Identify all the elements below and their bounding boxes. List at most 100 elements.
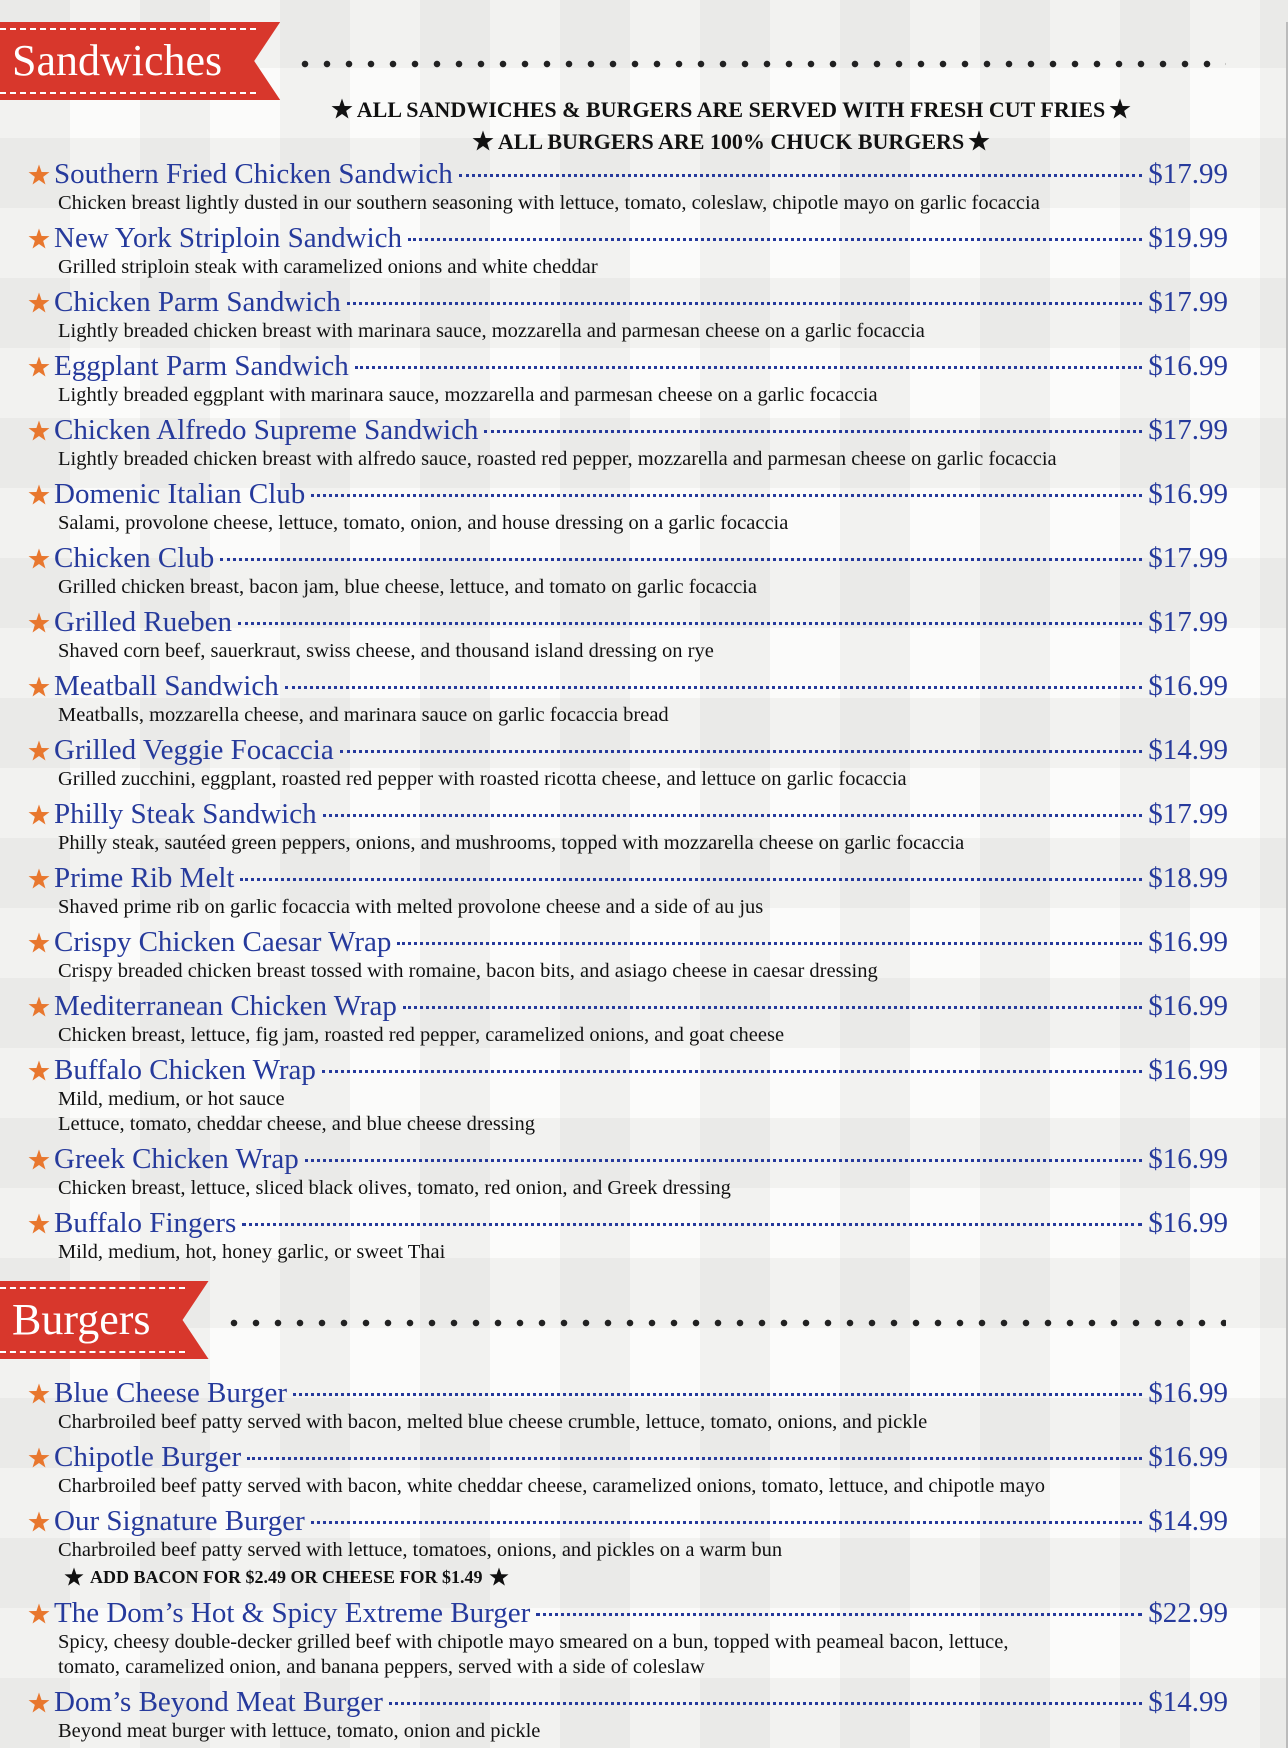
item-row: Crispy Chicken Caesar Wrap $16.99	[28, 926, 1228, 959]
item-list: Blue Cheese Burger $16.99 Charbroiled beef…	[0, 1377, 1286, 1744]
item-note-text: ADD BACON FOR $2.49 OR CHEESE FOR $1.49	[90, 1567, 483, 1587]
section-note: ALL SANDWICHES & BURGERS ARE SERVED WITH…	[180, 94, 1286, 126]
dot-leader	[237, 622, 1143, 625]
menu-item: Grilled Rueben $17.99 Shaved corn beef, sa…	[28, 606, 1228, 664]
item-description: Grilled striploin steak with caramelized…	[58, 256, 598, 278]
menu-item: Chicken Alfredo Supreme Sandwich $17.99 Li…	[28, 414, 1228, 472]
item-row: Philly Steak Sandwich $17.99	[28, 798, 1228, 831]
star-icon	[28, 1692, 50, 1712]
item-row: Prime Rib Melt $18.99	[28, 862, 1228, 895]
dot-leader	[240, 878, 1143, 881]
dot-leader	[354, 366, 1143, 369]
menu-item: Meatball Sandwich $16.99 Meatballs, mozzar…	[28, 670, 1228, 728]
item-description: Spicy, cheesy double-decker grilled beef…	[58, 1631, 1009, 1653]
star-icon	[28, 228, 50, 248]
item-description: Charbroiled beef patty served with bacon…	[58, 1475, 1046, 1497]
item-name: Domenic Italian Club	[54, 478, 306, 510]
star-icon	[28, 612, 50, 632]
menu-item: Buffalo Fingers $16.99 Mild, medium, hot, …	[28, 1207, 1228, 1265]
menu-item: Dom’s Beyond Meat Burger $14.99 Beyond mea…	[28, 1686, 1228, 1744]
menu-item: Mediterranean Chicken Wrap $16.99 Chicken …	[28, 990, 1228, 1048]
item-price: $16.99	[1148, 1207, 1228, 1239]
item-description: Chicken breast lightly dusted in our sou…	[58, 192, 1040, 214]
item-row: Buffalo Fingers $16.99	[28, 1207, 1228, 1240]
item-name: Chicken Alfredo Supreme Sandwich	[54, 414, 479, 446]
item-row: Our Signature Burger $14.99	[28, 1505, 1228, 1538]
item-row: Chicken Club $17.99	[28, 542, 1228, 575]
item-name: Crispy Chicken Caesar Wrap	[54, 926, 392, 958]
star-icon	[28, 804, 50, 824]
item-price: $16.99	[1148, 670, 1228, 702]
star-icon	[28, 868, 50, 888]
menu-item: Chicken Parm Sandwich $17.99 Lightly bread…	[28, 286, 1228, 344]
star-icon	[28, 676, 50, 696]
item-name: The Dom’s Hot & Spicy Extreme Burger	[54, 1597, 531, 1629]
item-description: Lightly breaded chicken breast with mari…	[58, 320, 925, 342]
dot-leader	[242, 1223, 1143, 1226]
item-name: Dom’s Beyond Meat Burger	[54, 1686, 383, 1718]
item-row: New York Striploin Sandwich $19.99	[28, 222, 1228, 255]
star-icon	[28, 1213, 50, 1233]
item-price: $14.99	[1148, 1505, 1228, 1537]
item-note: ADD BACON FOR $2.49 OR CHEESE FOR $1.49	[28, 1563, 1228, 1591]
star-icon	[331, 98, 353, 119]
item-name: Grilled Veggie Focaccia	[54, 734, 334, 766]
dot-leader	[220, 558, 1143, 561]
item-row: Chicken Alfredo Supreme Sandwich $17.99	[28, 414, 1228, 447]
section-ribbon: Sandwiches	[0, 22, 280, 100]
menu-section: Burgers Blue Cheese Burger $16.99 Charbroil…	[0, 1281, 1286, 1744]
item-description: Lightly breaded eggplant with marinara s…	[58, 384, 878, 406]
item-price: $17.99	[1148, 158, 1228, 190]
item-list: Southern Fried Chicken Sandwich $17.99 Chi…	[0, 158, 1286, 1265]
menu-item: Crispy Chicken Caesar Wrap $16.99 Crispy b…	[28, 926, 1228, 984]
section-notes: ALL SANDWICHES & BURGERS ARE SERVED WITH…	[0, 94, 1286, 158]
star-icon	[472, 130, 494, 151]
menu-item: Our Signature Burger $14.99 Charbroiled be…	[28, 1505, 1228, 1591]
star-icon	[28, 1149, 50, 1169]
star-icon	[28, 548, 50, 568]
item-price: $17.99	[1148, 542, 1228, 574]
item-row: Chipotle Burger $16.99	[28, 1441, 1228, 1474]
star-icon	[28, 1511, 50, 1531]
item-row: Mediterranean Chicken Wrap $16.99	[28, 990, 1228, 1023]
item-price: $16.99	[1148, 1377, 1228, 1409]
dot-leader	[322, 814, 1143, 817]
item-price: $16.99	[1148, 1143, 1228, 1175]
star-icon	[1109, 98, 1131, 119]
item-description: Lightly breaded chicken breast with alfr…	[58, 448, 1057, 470]
item-description: Shaved corn beef, sauerkraut, swiss chee…	[58, 640, 714, 662]
item-description: Chicken breast, lettuce, sliced black ol…	[58, 1177, 731, 1199]
dot-divider	[223, 1319, 1226, 1327]
menu-item: Domenic Italian Club $16.99 Salami, provol…	[28, 478, 1228, 536]
item-description: Grilled zucchini, eggplant, roasted red …	[58, 768, 907, 790]
star-icon	[28, 740, 50, 760]
star-icon	[28, 996, 50, 1016]
item-name: Chipotle Burger	[54, 1441, 242, 1473]
star-icon	[28, 1383, 50, 1403]
item-price: $22.99	[1148, 1597, 1228, 1629]
dot-leader	[293, 1393, 1143, 1396]
dot-leader	[408, 238, 1143, 241]
item-name: Philly Steak Sandwich	[54, 798, 317, 830]
dot-leader	[536, 1613, 1143, 1616]
menu-item: Prime Rib Melt $18.99 Shaved prime rib on …	[28, 862, 1228, 920]
dot-leader	[402, 1006, 1143, 1009]
item-name: New York Striploin Sandwich	[54, 222, 403, 254]
menu-item: The Dom’s Hot & Spicy Extreme Burger $22.…	[28, 1597, 1228, 1680]
dot-leader	[388, 1702, 1143, 1705]
item-name: Eggplant Parm Sandwich	[54, 350, 349, 382]
dot-leader	[247, 1457, 1143, 1460]
star-icon	[28, 420, 50, 440]
item-name: Buffalo Chicken Wrap	[54, 1054, 316, 1086]
item-name: Mediterranean Chicken Wrap	[54, 990, 397, 1022]
dot-leader	[310, 1521, 1143, 1524]
star-icon	[28, 164, 50, 184]
menu-item: Southern Fried Chicken Sandwich $17.99 Chi…	[28, 158, 1228, 216]
item-description: Charbroiled beef patty served with lettu…	[58, 1539, 783, 1561]
star-icon	[28, 356, 50, 376]
menu-item: Greek Chicken Wrap $16.99 Chicken breast, …	[28, 1143, 1228, 1201]
note-text: ALL SANDWICHES & BURGERS ARE SERVED WITH…	[356, 97, 1106, 122]
menu-item: Chipotle Burger $16.99 Charbroiled beef pa…	[28, 1441, 1228, 1499]
menu-item: Chicken Club $17.99 Grilled chicken breast…	[28, 542, 1228, 600]
item-name: Chicken Club	[54, 542, 215, 574]
